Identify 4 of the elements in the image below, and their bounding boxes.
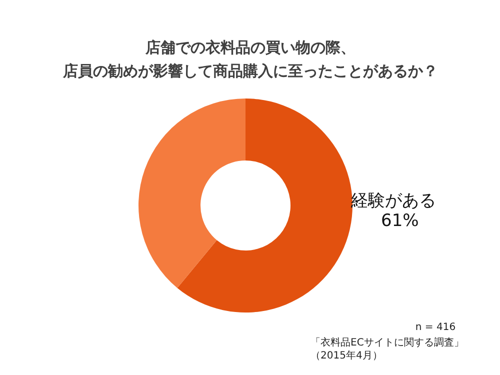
text: n = 416 [415,322,456,333]
chart-title: 店舗での衣料品の買い物の際、店員の勧めが影響して商品購入に至ったことがあるか？ [62,38,438,80]
text: 「衣料品ECサイトに関する調査」（2015年4月） [310,336,464,362]
data-label: 61% [381,211,419,232]
